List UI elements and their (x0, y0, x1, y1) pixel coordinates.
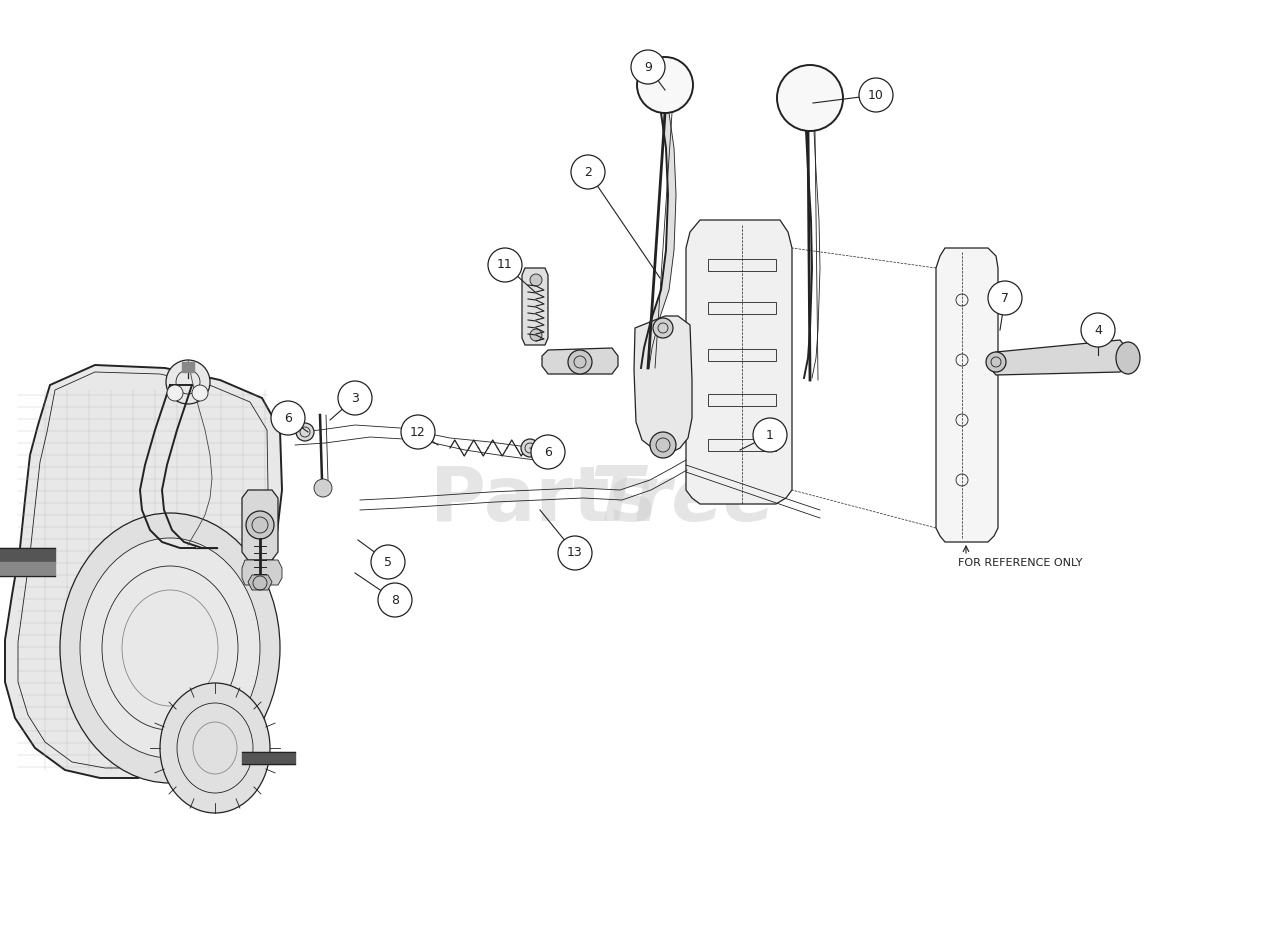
Ellipse shape (160, 683, 270, 813)
Polygon shape (634, 316, 692, 454)
Text: 11: 11 (497, 259, 513, 272)
Circle shape (571, 155, 605, 189)
Text: 4: 4 (1094, 324, 1102, 337)
Circle shape (521, 439, 539, 457)
Circle shape (531, 435, 564, 469)
Bar (708, 349, 776, 361)
Text: ™: ™ (705, 478, 727, 498)
Polygon shape (242, 490, 278, 560)
Polygon shape (641, 113, 676, 368)
Bar (708, 259, 776, 271)
Text: 7: 7 (1001, 292, 1009, 305)
Circle shape (558, 536, 591, 570)
Circle shape (777, 65, 844, 131)
Circle shape (568, 350, 591, 374)
Circle shape (988, 281, 1021, 315)
Ellipse shape (79, 538, 260, 758)
Bar (708, 302, 776, 314)
Circle shape (1082, 313, 1115, 347)
Bar (708, 439, 776, 451)
Polygon shape (989, 340, 1128, 375)
Circle shape (246, 511, 274, 539)
Polygon shape (248, 575, 273, 590)
Bar (708, 394, 776, 406)
Circle shape (637, 57, 692, 113)
Circle shape (296, 423, 314, 441)
Text: 13: 13 (567, 547, 582, 560)
Polygon shape (522, 268, 548, 345)
Text: 9: 9 (644, 60, 652, 73)
Circle shape (314, 479, 332, 497)
Circle shape (753, 418, 787, 452)
Text: 6: 6 (544, 445, 552, 458)
Polygon shape (5, 365, 282, 778)
Polygon shape (541, 348, 618, 374)
Polygon shape (686, 220, 792, 504)
Circle shape (192, 385, 207, 401)
Circle shape (530, 329, 541, 341)
Circle shape (271, 401, 305, 435)
Text: Parts: Parts (430, 463, 655, 537)
Circle shape (986, 352, 1006, 372)
Text: FOR REFERENCE ONLY: FOR REFERENCE ONLY (957, 558, 1083, 568)
Circle shape (488, 248, 522, 282)
Text: 2: 2 (584, 166, 591, 179)
Ellipse shape (60, 513, 280, 783)
Text: 1: 1 (765, 428, 774, 441)
Circle shape (631, 50, 666, 84)
Text: 6: 6 (284, 411, 292, 424)
Circle shape (653, 318, 673, 338)
Circle shape (401, 415, 435, 449)
Text: Tree: Tree (590, 463, 774, 537)
Circle shape (650, 432, 676, 458)
Circle shape (166, 360, 210, 404)
Text: 10: 10 (868, 88, 884, 102)
Circle shape (166, 385, 183, 401)
Circle shape (371, 545, 404, 579)
Text: 12: 12 (410, 425, 426, 439)
Circle shape (378, 583, 412, 617)
Polygon shape (936, 248, 998, 542)
Circle shape (530, 274, 541, 286)
Circle shape (338, 381, 372, 415)
Circle shape (859, 78, 893, 112)
Polygon shape (242, 560, 282, 585)
Text: 5: 5 (384, 555, 392, 568)
Text: 8: 8 (390, 594, 399, 607)
Ellipse shape (1116, 342, 1140, 374)
Text: 3: 3 (351, 391, 358, 405)
